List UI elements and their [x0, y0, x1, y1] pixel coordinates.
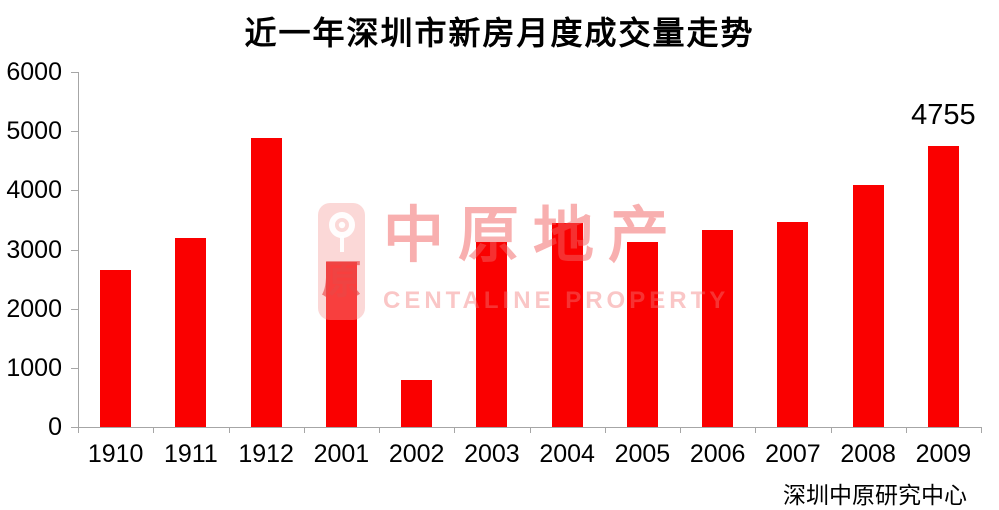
bar-slot-2005: 2005 — [605, 72, 680, 467]
bar-2009 — [927, 146, 959, 427]
bar-slot-2002: 2002 — [379, 72, 454, 467]
bar-2001 — [325, 262, 357, 427]
y-axis-tick-label: 5000 — [6, 117, 62, 146]
y-axis-tick-mark — [71, 131, 78, 132]
x-axis-category-label: 2007 — [765, 440, 821, 468]
bar-2007 — [777, 222, 809, 427]
x-axis-category-label: 1910 — [87, 440, 144, 468]
bar-slot-1912: 1912 — [229, 72, 304, 467]
bar-slot-2009: 2009 4755 — [906, 72, 981, 467]
bar-2008 — [852, 185, 884, 427]
y-axis-tick-mark — [71, 427, 78, 428]
x-axis-tick-mark — [379, 428, 380, 433]
bar-slot-1911: 1911 — [153, 72, 228, 467]
y-axis-tick-label: 3000 — [6, 235, 62, 264]
x-axis-category-label: 2006 — [689, 440, 746, 468]
x-axis-category-label: 2008 — [840, 440, 896, 468]
y-axis-tick-label: 2000 — [6, 294, 62, 323]
x-axis-tick-mark — [153, 428, 155, 433]
y-axis-tick-mark — [71, 72, 78, 73]
bar-slot-2007: 2007 — [755, 72, 830, 467]
bar-slot-2004: 2004 — [530, 72, 605, 467]
bar-2006 — [702, 230, 734, 427]
y-axis-tick-mark — [71, 250, 78, 251]
x-axis-tick-mark — [604, 428, 606, 433]
x-axis-tick-mark — [78, 428, 79, 433]
bar-slot-2006: 2006 — [680, 72, 755, 467]
bar-series: 1910 1911 1912 2001 2002 2003 2004 2005 2006 2007… — [78, 72, 981, 467]
x-axis-category-label: 2005 — [614, 440, 671, 468]
x-axis-tick-mark — [454, 428, 456, 433]
x-axis-category-label: 2004 — [539, 440, 595, 468]
bar-slot-1910: 1910 — [78, 72, 153, 467]
bar-2003 — [476, 242, 508, 427]
bar-2002 — [401, 380, 433, 427]
x-axis-category-label: 1911 — [163, 440, 218, 468]
bar-slot-2008: 2008 — [831, 72, 906, 467]
x-axis-tick-mark — [228, 428, 230, 433]
x-axis-tick-mark — [830, 428, 832, 433]
bar-value-label-2009: 4755 — [911, 99, 976, 131]
x-axis-tick-mark — [981, 428, 982, 433]
x-axis-category-label: 2002 — [388, 440, 445, 468]
x-axis-category-label: 2003 — [464, 440, 520, 468]
y-axis-tick-mark — [71, 368, 78, 369]
bar-slot-2001: 2001 — [304, 72, 379, 467]
chart-title: 近一年深圳市新房月度成交量走势 — [244, 15, 755, 51]
x-axis-tick-mark — [529, 428, 531, 433]
x-axis-category-label: 2001 — [313, 440, 370, 468]
x-axis-tick-mark — [303, 428, 305, 433]
y-axis-tick-label: 6000 — [6, 58, 62, 86]
bar-2005 — [626, 242, 658, 427]
bar-slot-2003: 2003 — [454, 72, 529, 467]
bar-1910 — [100, 270, 132, 427]
x-axis-tick-mark — [755, 428, 757, 433]
x-axis-category-label: 2009 — [915, 440, 972, 468]
x-axis-category-label: 1912 — [238, 440, 294, 468]
y-axis-tick-label: 0 — [48, 413, 62, 441]
bar-1912 — [250, 138, 282, 427]
bar-1911 — [175, 238, 207, 427]
plot-area — [78, 72, 982, 428]
x-axis-tick-mark — [680, 428, 681, 433]
y-axis-tick-mark — [71, 190, 78, 191]
x-axis-tick-mark — [905, 428, 907, 433]
bar-2004 — [551, 223, 583, 427]
y-axis-tick-label: 1000 — [6, 353, 62, 382]
source-label: 深圳中原研究中心 — [783, 482, 967, 508]
y-axis-tick-label: 4000 — [6, 176, 62, 205]
y-axis-tick-mark — [71, 309, 78, 310]
